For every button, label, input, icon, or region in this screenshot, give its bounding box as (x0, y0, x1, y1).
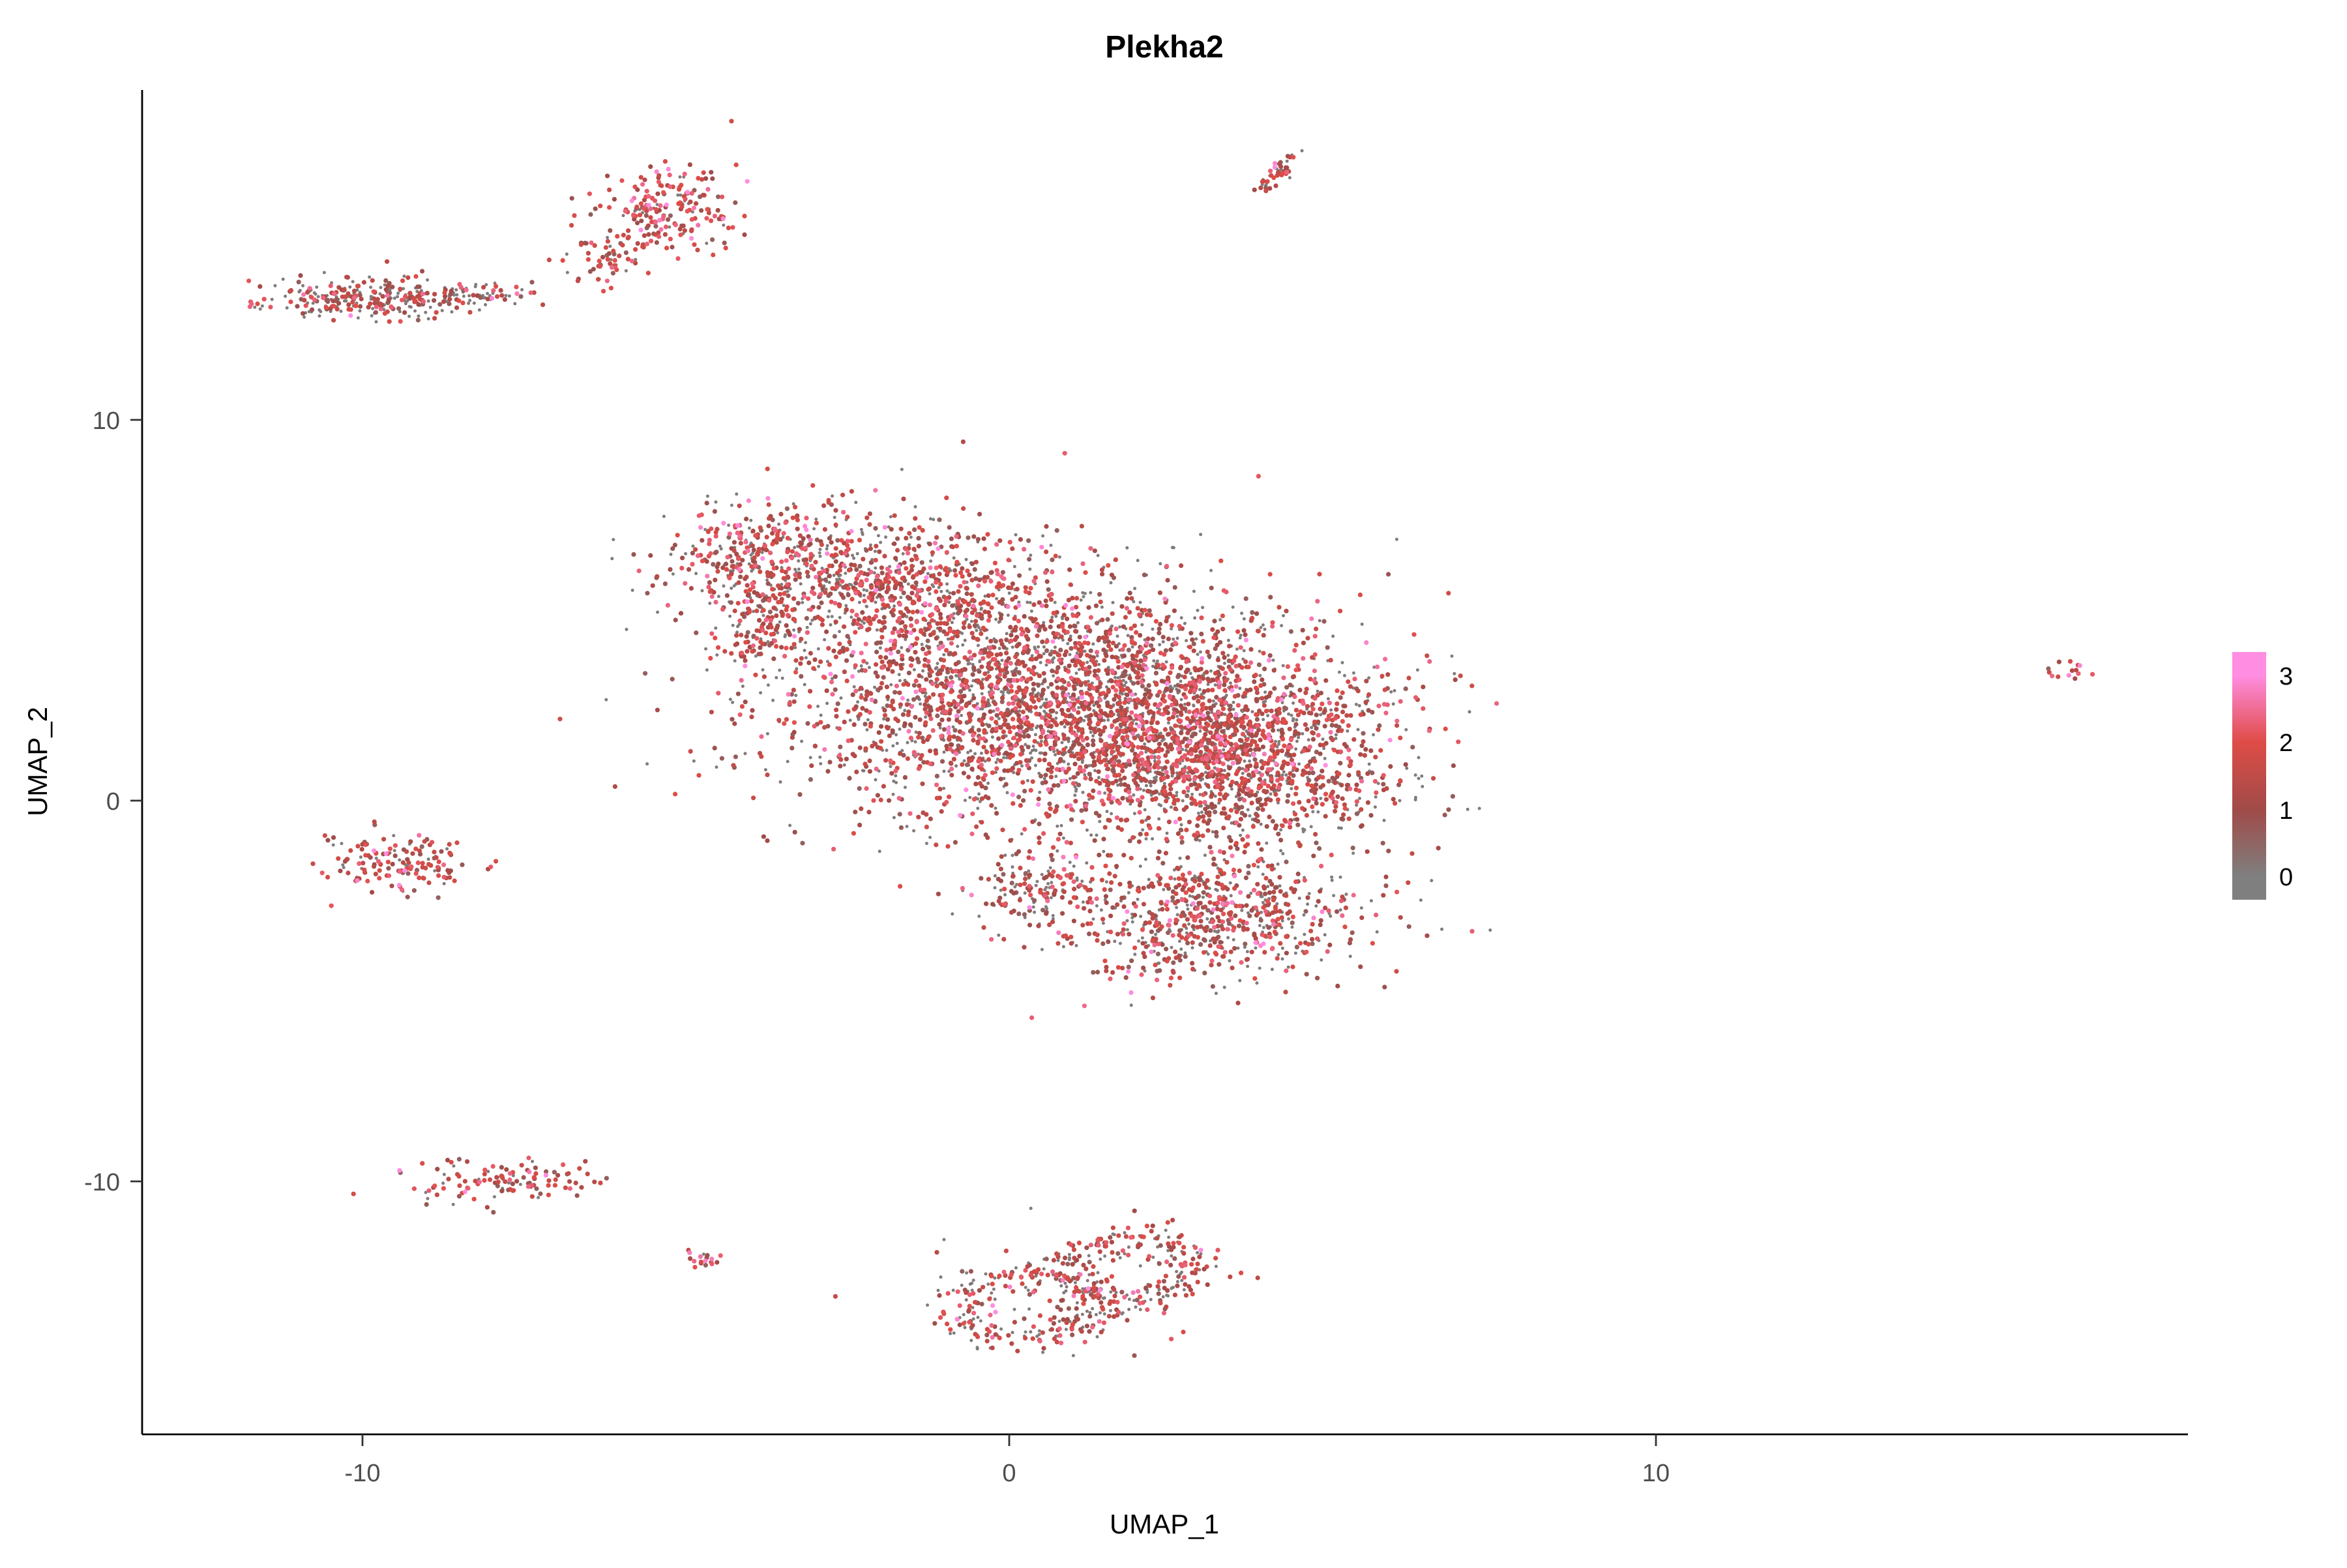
x-tick-label: -10 (345, 1460, 381, 1487)
y-tick-label: 0 (106, 788, 120, 816)
legend-tick-label: 2 (2279, 730, 2293, 757)
plot-title: Plekha2 (1105, 30, 1223, 65)
legend-gradient-bar (2232, 652, 2266, 900)
legend-colorbar: 3 2 1 0 (2232, 652, 2293, 900)
x-tick-label: 0 (1002, 1460, 1016, 1487)
x-tick-label: 10 (1642, 1460, 1670, 1487)
y-axis-title: UMAP_2 (22, 707, 53, 816)
legend-tick-label: 1 (2279, 797, 2293, 825)
y-tick-label: -10 (84, 1169, 120, 1196)
y-tick-label: 10 (93, 407, 120, 435)
legend-tick-label: 3 (2279, 663, 2293, 690)
legend-tick-label: 0 (2279, 864, 2293, 891)
x-axis-title: UMAP_1 (1110, 1509, 1219, 1539)
